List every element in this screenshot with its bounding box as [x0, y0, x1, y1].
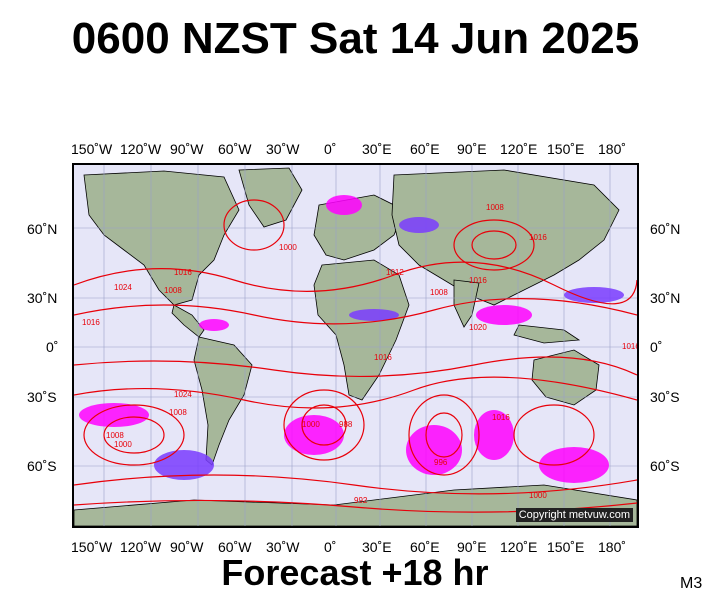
lon-label-top: 30˚W	[266, 141, 300, 157]
isobar-label: 1000	[302, 420, 320, 429]
lon-label-bottom: 150˚W	[71, 539, 113, 555]
lon-label-bottom: 120˚E	[500, 539, 538, 555]
lon-label-bottom: 60˚E	[410, 539, 440, 555]
lon-label-top: 120˚E	[500, 141, 538, 157]
isobar-label: 1016	[174, 268, 192, 277]
land-south-america	[193, 336, 253, 466]
isobar-label: 988	[339, 420, 353, 429]
rain-patch	[399, 217, 439, 233]
model-label: M3	[680, 575, 703, 592]
copyright-label: Copyright metvuw.com	[515, 508, 633, 522]
isobar-label: 1016	[374, 353, 392, 362]
isobar-label: 1000	[279, 243, 297, 252]
lon-label-bottom: 90˚W	[170, 539, 204, 555]
land-antarctica	[74, 484, 637, 526]
isobar-label: 992	[354, 496, 368, 505]
isobar-label: 1016	[529, 233, 547, 242]
land-australia	[531, 349, 600, 406]
isobar-label: 1016	[469, 276, 487, 285]
rain-patch	[406, 425, 462, 475]
lon-label-top: 120˚W	[120, 141, 162, 157]
isobar-label: 1008	[169, 408, 187, 417]
precipitation	[79, 195, 624, 483]
isobar-label: 1008	[486, 203, 504, 212]
rain-patch	[349, 309, 399, 321]
lon-label-top: 90˚E	[457, 141, 487, 157]
lon-label-top: 30˚E	[362, 141, 392, 157]
lat-label-left: 30˚S	[27, 389, 57, 405]
lon-label-bottom: 30˚W	[266, 539, 300, 555]
lat-label-right: 60˚S	[650, 458, 680, 474]
isobar-label: 1000	[114, 440, 132, 449]
map-title: 0600 NZST Sat 14 Jun 2025	[71, 14, 640, 63]
isobar-label: 1020	[469, 323, 487, 332]
lon-label-bottom: 120˚W	[120, 539, 162, 555]
isobar-label: 1016	[622, 342, 637, 351]
isobar-label: 996	[434, 458, 448, 467]
lon-label-bottom: 90˚E	[457, 539, 487, 555]
lat-label-left: 0˚	[46, 339, 59, 355]
isobar-labels: 1008 1016 1024 1008 1016 1000 1008 1016 …	[82, 203, 637, 505]
lat-label-right: 0˚	[650, 339, 663, 355]
land-asia	[391, 169, 620, 306]
lat-label-left: 30˚N	[27, 290, 58, 306]
rain-patch	[154, 450, 214, 480]
land-masses	[74, 167, 637, 526]
isobar-label: 1024	[114, 283, 132, 292]
rain-patch	[539, 447, 609, 483]
isobars	[74, 199, 637, 513]
lon-label-bottom: 60˚W	[218, 539, 252, 555]
lon-label-bottom: 30˚E	[362, 539, 392, 555]
lon-label-top: 60˚E	[410, 141, 440, 157]
lon-label-top: 90˚W	[170, 141, 204, 157]
isobar-label: 1012	[386, 268, 404, 277]
isobar-label: 1000	[529, 491, 547, 500]
lat-label-right: 60˚N	[650, 221, 681, 237]
lat-label-right: 30˚S	[650, 389, 680, 405]
lon-label-bottom: 0˚	[324, 539, 337, 555]
land-india	[453, 279, 480, 328]
lon-label-top: 150˚E	[547, 141, 585, 157]
isobar-label: 1016	[82, 318, 100, 327]
rain-patch	[564, 287, 624, 303]
rain-patch	[199, 319, 229, 331]
isobar-label: 1008	[430, 288, 448, 297]
lon-label-bottom: 150˚E	[547, 539, 585, 555]
land-north-america	[83, 170, 240, 306]
isobar-label: 1008	[164, 286, 182, 295]
lon-label-bottom: 180˚	[598, 539, 627, 555]
land-greenland	[238, 167, 303, 228]
isobar-label: 1024	[174, 390, 192, 399]
rain-patch	[79, 403, 149, 427]
lon-label-top: 60˚W	[218, 141, 252, 157]
map-canvas: 1008 1016 1024 1008 1016 1000 1008 1016 …	[74, 165, 637, 526]
rain-patch	[326, 195, 362, 215]
isobar-label: 1008	[106, 431, 124, 440]
rain-patch	[474, 410, 514, 460]
lat-label-left: 60˚S	[27, 458, 57, 474]
lat-label-left: 60˚N	[27, 221, 58, 237]
lon-label-top: 180˚	[598, 141, 627, 157]
land-africa	[313, 259, 410, 401]
graticule	[74, 165, 637, 526]
forecast-label: Forecast +18 hr	[221, 552, 489, 593]
land-indonesia	[513, 324, 581, 344]
rain-patch	[476, 305, 532, 325]
lon-label-top: 0˚	[324, 141, 337, 157]
land-central-america	[171, 304, 205, 338]
lat-label-right: 30˚N	[650, 290, 681, 306]
isobar-label: 1016	[492, 413, 510, 422]
lon-label-top: 150˚W	[71, 141, 113, 157]
weather-map: 1008 1016 1024 1008 1016 1000 1008 1016 …	[72, 163, 639, 528]
